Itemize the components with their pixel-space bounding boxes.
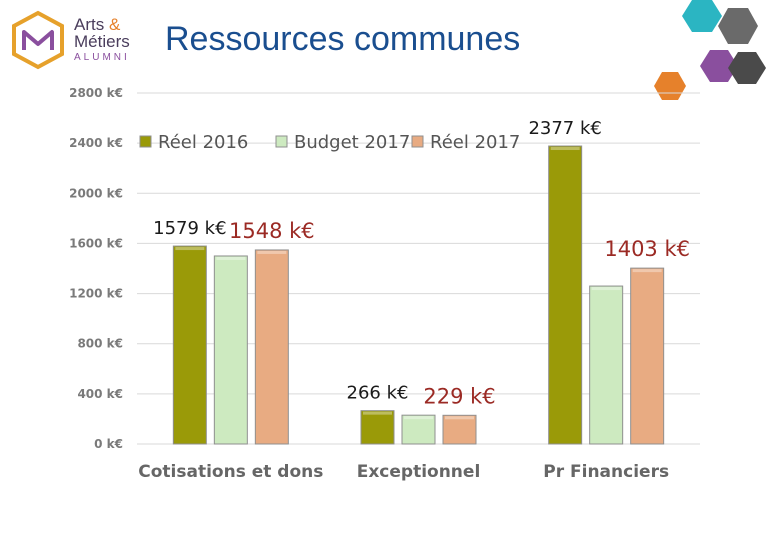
- bar-highlight: [175, 247, 205, 251]
- legend-label: Budget 2017: [294, 132, 410, 153]
- x-axis: Cotisations et dons Exceptionnel Pr Financ…: [138, 462, 669, 482]
- y-tick-label: 2800 k€: [69, 86, 123, 100]
- photo-hexagon: [718, 8, 758, 44]
- y-tick-label: 0 k€: [94, 437, 123, 451]
- y-tick-label: 1200 k€: [69, 287, 123, 301]
- x-tick-label: Cotisations et dons: [138, 462, 323, 482]
- y-tick-label: 1600 k€: [69, 236, 123, 250]
- bar-highlight: [445, 416, 474, 420]
- logo-text-alumni: ALUMNI: [74, 52, 130, 63]
- logo-text-arts: Arts: [74, 15, 109, 34]
- bars: [172, 145, 665, 445]
- x-tick-label: Pr Financiers: [543, 462, 669, 482]
- bar-highlight: [550, 147, 580, 151]
- bar: [213, 255, 248, 445]
- logo-text-metiers: Métiers: [74, 32, 130, 51]
- purple-hexagon: [700, 50, 738, 82]
- legend-swatch: [139, 135, 152, 148]
- bar-highlight: [216, 256, 246, 260]
- legend-swatch: [275, 135, 288, 148]
- logo-ampersand: &: [108, 15, 121, 34]
- y-tick-label: 400 k€: [77, 387, 123, 401]
- bar-highlight: [404, 416, 433, 420]
- x-tick-label: Exceptionnel: [357, 462, 481, 482]
- bar-highlight: [363, 411, 392, 415]
- y-axis: 0 k€ 400 k€ 800 k€ 1200 k€ 1600 k€ 2000 k€ 240…: [69, 86, 123, 451]
- page-title: Ressources communes: [165, 20, 521, 58]
- legend: Réel 2016 Budget 2017 Réel 2017: [139, 132, 520, 153]
- bar: [172, 245, 207, 445]
- legend-label: Réel 2017: [430, 132, 520, 153]
- data-label: 1403 k€: [604, 237, 690, 261]
- legend-swatch: [411, 135, 424, 148]
- bar: [589, 285, 624, 445]
- data-label: 266 k€: [347, 383, 409, 404]
- data-label: 229 k€: [423, 384, 495, 408]
- y-tick-label: 2400 k€: [69, 136, 123, 150]
- data-label: 2377 k€: [528, 118, 601, 139]
- bar: [401, 414, 436, 445]
- bar: [630, 267, 665, 445]
- teal-hexagon: [682, 0, 722, 32]
- arts-et-metiers-logo: Arts & Métiers ALUMNI: [10, 10, 150, 70]
- y-tick-label: 800 k€: [77, 337, 123, 351]
- y-tick-label: 2000 k€: [69, 186, 123, 200]
- photo-hexagon-2: [728, 52, 766, 84]
- bar: [548, 145, 583, 445]
- decorative-hexagons: [654, 0, 766, 100]
- data-label: 1579 k€: [153, 218, 226, 239]
- bar: [442, 414, 477, 445]
- data-label: 1548 k€: [229, 219, 315, 243]
- data-labels: 1579 k€ 1548 k€ 266 k€ 229 k€ 2377 k€ 1403 k€: [153, 118, 690, 408]
- bar: [254, 249, 289, 445]
- bar-highlight: [591, 287, 621, 291]
- legend-label: Réel 2016: [158, 132, 248, 153]
- bar-highlight: [632, 269, 662, 273]
- hexagon-logo-icon: [12, 10, 64, 70]
- bar-highlight: [257, 250, 287, 254]
- bar: [360, 410, 395, 445]
